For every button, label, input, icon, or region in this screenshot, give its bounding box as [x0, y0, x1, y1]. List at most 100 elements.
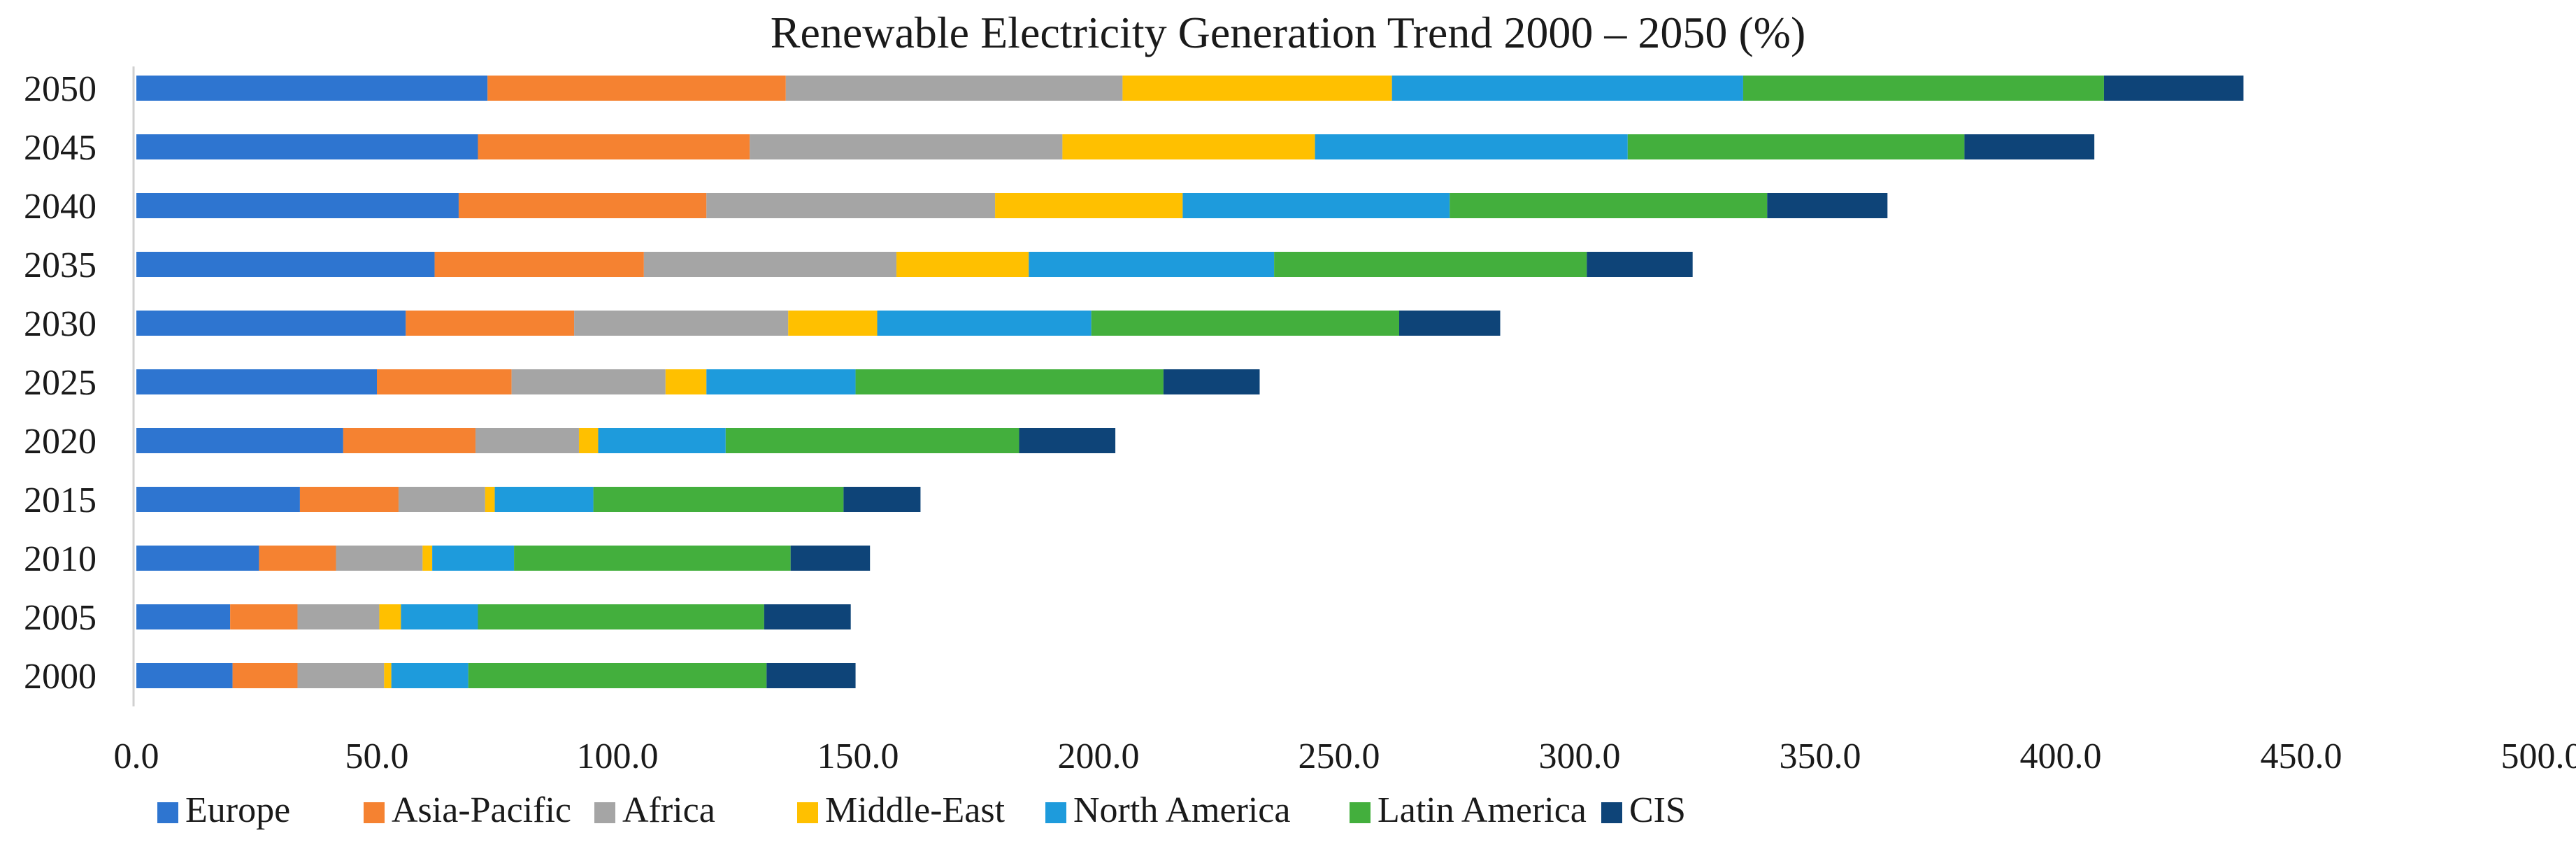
bar-cis-2025: [1163, 369, 1260, 394]
bar-europe-2020: [136, 428, 343, 453]
category-label-2030: 2030: [24, 304, 96, 344]
bar-cis-2000: [766, 663, 856, 688]
x-tick-label: 500.0: [2501, 736, 2576, 776]
category-label-2000: 2000: [24, 657, 96, 697]
bar-europe-2045: [136, 134, 478, 159]
bar-cis-2050: [2103, 76, 2244, 101]
legend-label-asia-pacific: Asia-Pacific: [392, 790, 571, 830]
bar-europe-2005: [136, 604, 231, 629]
bar-latin-america-2035: [1274, 252, 1587, 277]
bar-asia-pacific-2025: [377, 369, 512, 394]
bar-middle-east-2050: [1122, 76, 1392, 101]
legend-swatch-latin-america: [1350, 802, 1371, 823]
x-tick-label: 250.0: [1298, 736, 1380, 776]
bar-asia-pacific-2005: [230, 604, 298, 629]
bar-asia-pacific-2000: [232, 663, 298, 688]
bar-africa-2045: [750, 134, 1063, 159]
legend: Europe Asia-Pacific Africa Middle-East North…: [157, 790, 1686, 830]
legend-swatch-asia-pacific: [364, 802, 385, 823]
bar-middle-east-2010: [422, 546, 433, 571]
bar-europe-2000: [136, 663, 233, 688]
bar-middle-east-2025: [665, 369, 707, 394]
bar-cis-2005: [764, 604, 851, 629]
bar-cis-2040: [1767, 193, 1888, 218]
x-tick-label: 150.0: [817, 736, 899, 776]
bar-africa-2005: [297, 604, 380, 629]
bar-africa-2025: [511, 369, 666, 394]
bar-middle-east-2035: [896, 252, 1029, 277]
chart-title: Renewable Electricity Generation Trend 2…: [771, 8, 1806, 57]
bar-latin-america-2005: [478, 604, 764, 629]
bar-north-america-2010: [432, 546, 515, 571]
legend-label-latin-america: Latin America: [1378, 790, 1587, 830]
bar-africa-2015: [398, 487, 485, 512]
category-labels: 2000 2005 2010 2015 2020 2025 2030 2035 2040 2045…: [24, 69, 96, 697]
legend-label-cis: CIS: [1629, 790, 1686, 830]
bar-latin-america-2050: [1743, 76, 2104, 101]
bar-north-america-2000: [391, 663, 468, 688]
x-tick-label: 200.0: [1058, 736, 1140, 776]
bar-north-america-2030: [877, 311, 1092, 336]
x-tick-label: 100.0: [577, 736, 659, 776]
bar-cis-2030: [1399, 311, 1501, 336]
x-tick-label: 450.0: [2261, 736, 2342, 776]
bar-latin-america-2010: [514, 546, 791, 571]
bar-europe-2040: [136, 193, 459, 218]
bar-africa-2030: [574, 311, 789, 336]
bar-north-america-2050: [1391, 76, 1743, 101]
bar-africa-2000: [297, 663, 385, 688]
category-label-2010: 2010: [24, 539, 96, 579]
legend-swatch-europe: [157, 802, 178, 823]
bar-north-america-2005: [401, 604, 478, 629]
bar-africa-2040: [706, 193, 996, 218]
bar-europe-2015: [136, 487, 300, 512]
bar-asia-pacific-2040: [458, 193, 707, 218]
bar-latin-america-2000: [468, 663, 767, 688]
bar-north-america-2045: [1315, 134, 1628, 159]
category-label-2035: 2035: [24, 245, 96, 285]
bar-middle-east-2020: [578, 428, 599, 453]
bar-asia-pacific-2045: [478, 134, 750, 159]
legend-label-europe: Europe: [185, 790, 290, 830]
bar-africa-2035: [643, 252, 897, 277]
bar-cis-2045: [1964, 134, 2095, 159]
legend-swatch-north-america: [1045, 802, 1066, 823]
category-label-2025: 2025: [24, 363, 96, 403]
bar-north-america-2015: [494, 487, 594, 512]
bar-latin-america-2015: [593, 487, 844, 512]
bar-cis-2010: [790, 546, 871, 571]
x-tick-label: 50.0: [345, 736, 409, 776]
category-label-2020: 2020: [24, 422, 96, 462]
bar-asia-pacific-2010: [259, 546, 336, 571]
bar-latin-america-2040: [1450, 193, 1768, 218]
category-label-2050: 2050: [24, 69, 96, 109]
bar-latin-america-2045: [1627, 134, 1965, 159]
bar-europe-2030: [136, 311, 406, 336]
bar-europe-2035: [136, 252, 435, 277]
legend-swatch-cis: [1601, 802, 1622, 823]
bar-asia-pacific-2035: [434, 252, 644, 277]
bar-europe-2010: [136, 546, 259, 571]
bar-north-america-2040: [1182, 193, 1450, 218]
bar-europe-2050: [136, 76, 488, 101]
bar-middle-east-2005: [379, 604, 401, 629]
bar-africa-2010: [336, 546, 423, 571]
bar-asia-pacific-2015: [299, 487, 399, 512]
bar-cis-2035: [1587, 252, 1693, 277]
bar-middle-east-2030: [788, 311, 878, 336]
legend-label-middle-east: Middle-East: [825, 790, 1006, 830]
bar-cis-2020: [1019, 428, 1116, 453]
bar-europe-2025: [136, 369, 377, 394]
bar-north-america-2025: [706, 369, 856, 394]
bar-asia-pacific-2020: [343, 428, 476, 453]
legend-label-north-america: North America: [1073, 790, 1290, 830]
x-tick-label: 0.0: [114, 736, 159, 776]
category-label-2005: 2005: [24, 598, 96, 638]
bar-north-america-2035: [1029, 252, 1275, 277]
bar-africa-2020: [475, 428, 579, 453]
x-tick-labels: 0.0 50.0 100.0 150.0 200.0 250.0 300.0 350.0 400…: [114, 736, 2576, 776]
bar-africa-2050: [785, 76, 1123, 101]
legend-swatch-africa: [594, 802, 615, 823]
bar-middle-east-2000: [384, 663, 392, 688]
